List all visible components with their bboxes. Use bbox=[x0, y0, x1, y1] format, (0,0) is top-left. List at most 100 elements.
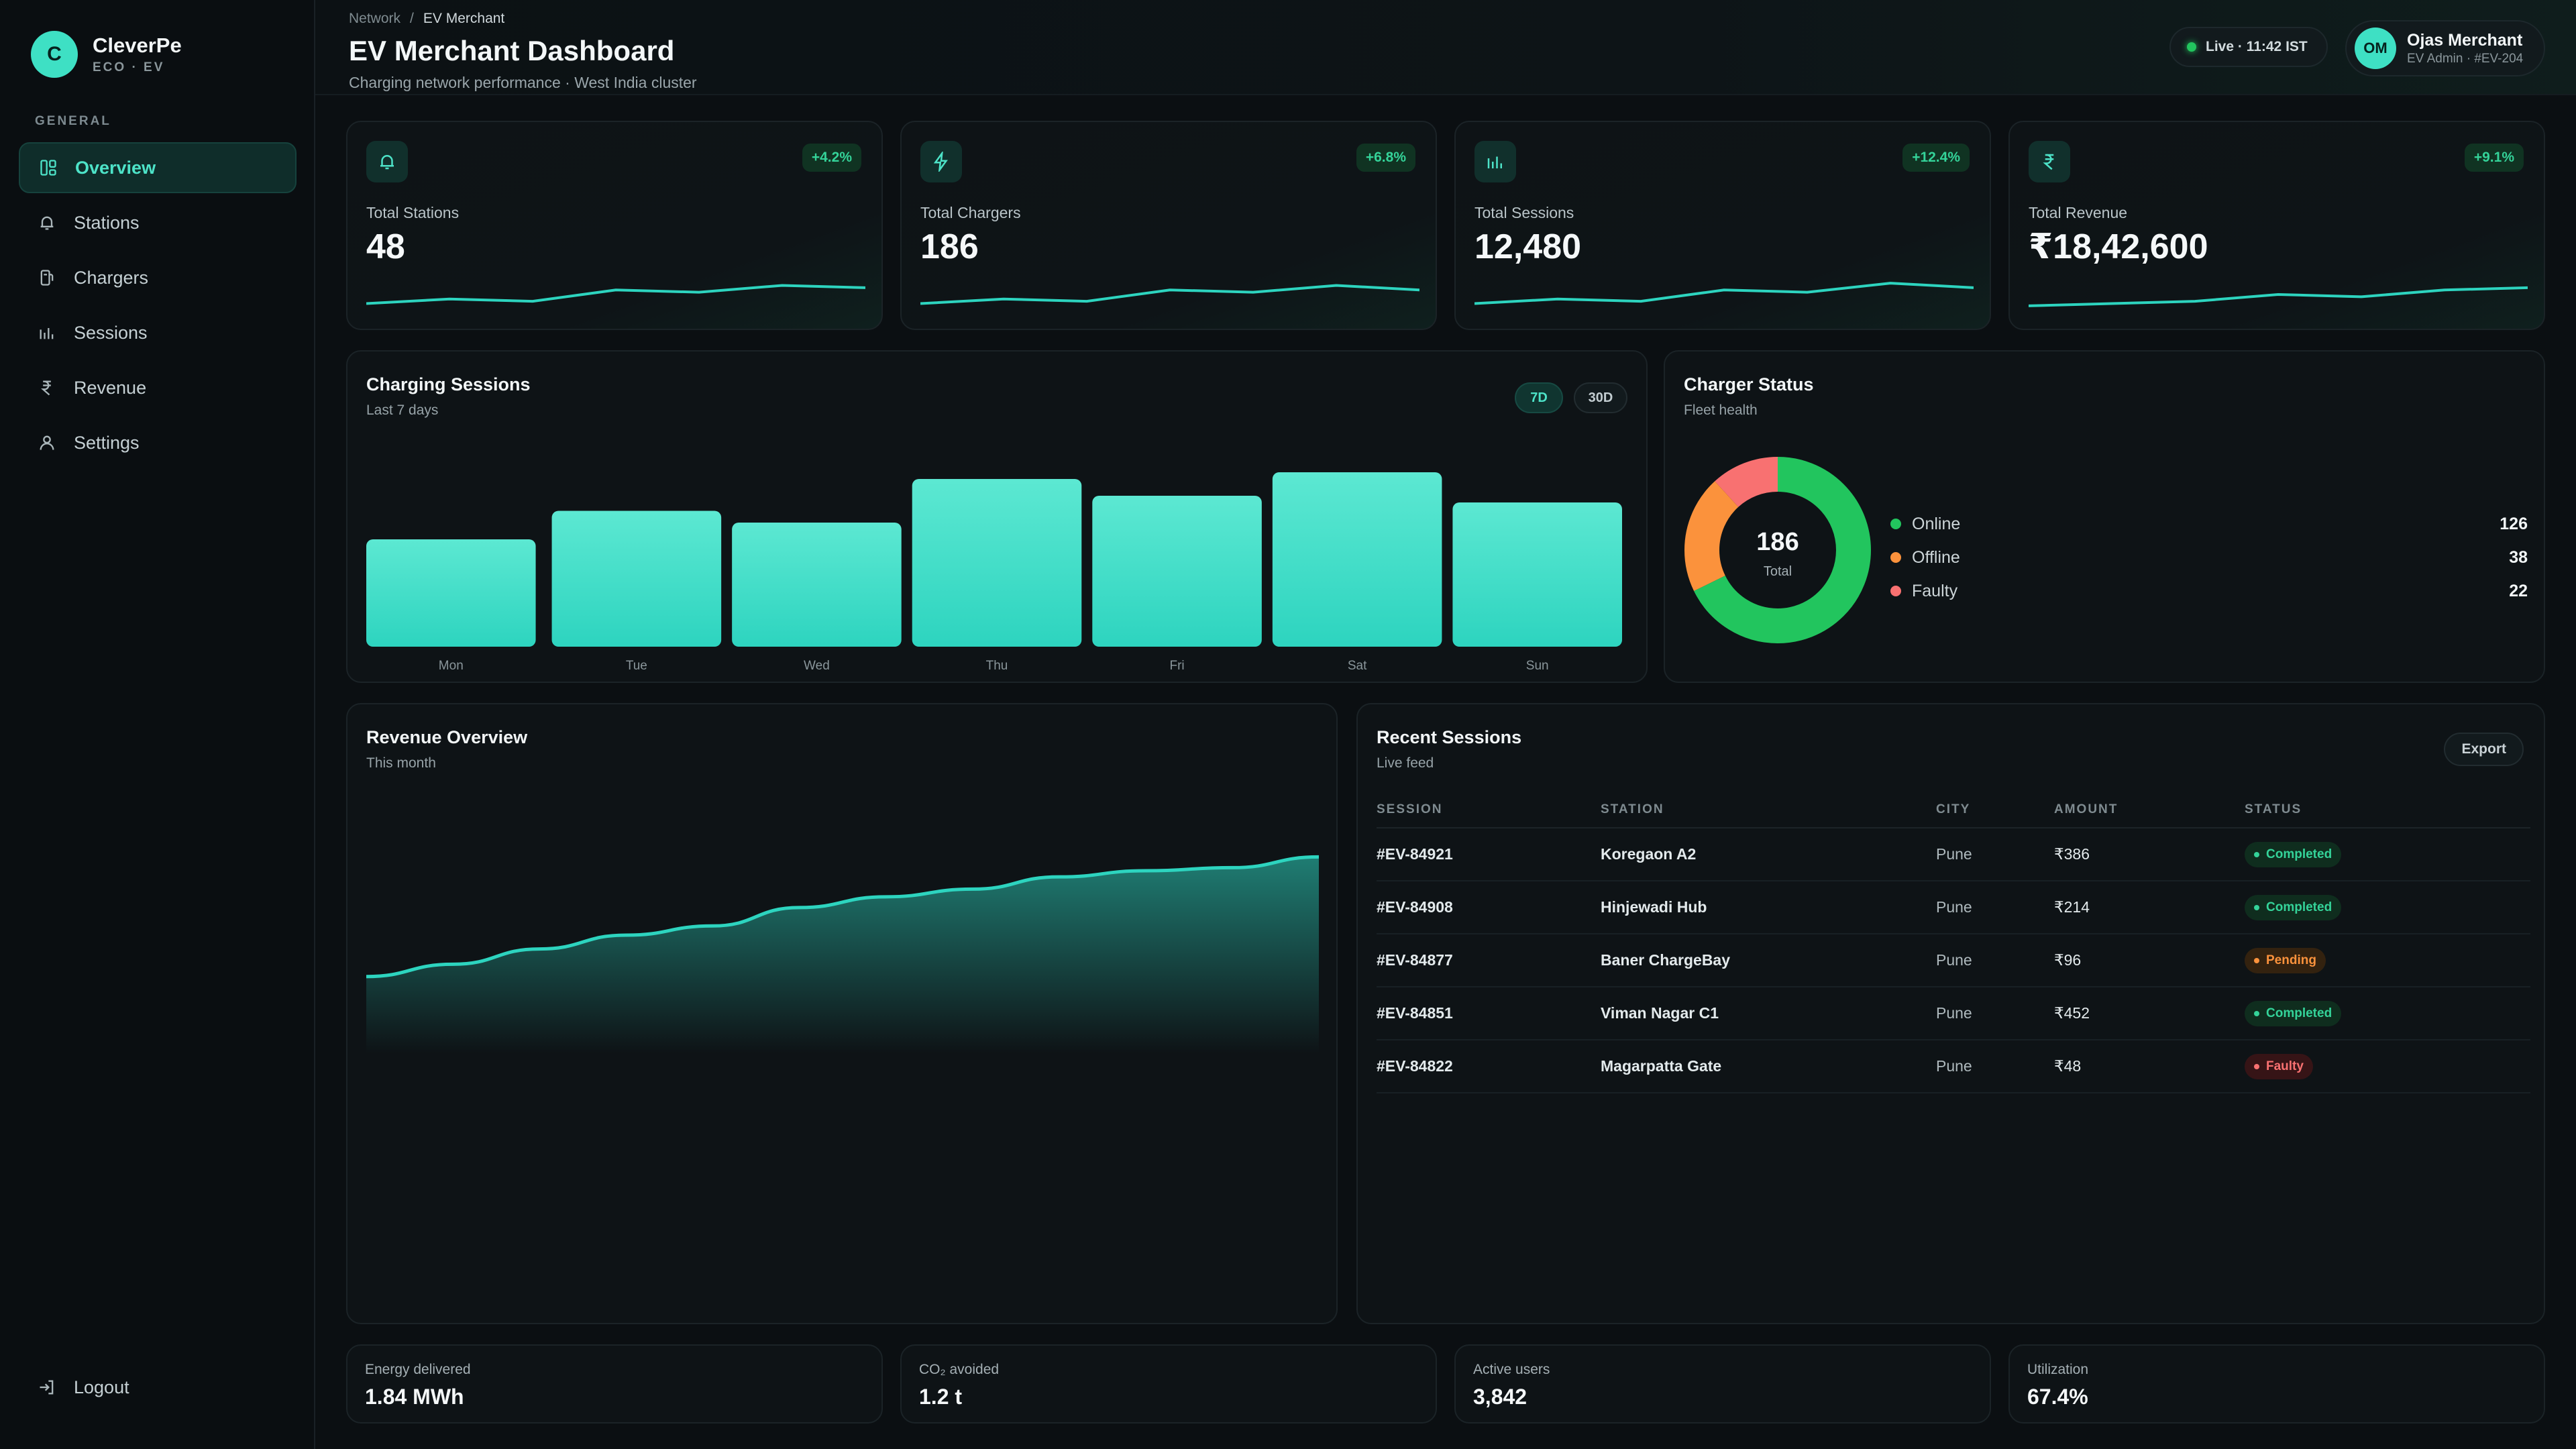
bar-mon[interactable] bbox=[366, 539, 536, 647]
kpi-value: ₹18,42,600 bbox=[2029, 227, 2208, 266]
kpi-card-stations[interactable]: +4.2% Total Stations 48 bbox=[346, 121, 883, 330]
station-name: Viman Nagar C1 bbox=[1601, 987, 1936, 1040]
brand-logo: C bbox=[31, 31, 78, 78]
donut-total-label: Total bbox=[1764, 564, 1792, 579]
bar-tue[interactable] bbox=[551, 511, 722, 647]
kpi-card-chargers[interactable]: +6.8% Total Chargers 186 bbox=[900, 121, 1437, 330]
nav-section-label: GENERAL bbox=[35, 114, 111, 128]
sidebar-item-chargers[interactable]: Chargers bbox=[19, 252, 297, 303]
kpi-change-badge: +6.8% bbox=[1356, 144, 1415, 172]
bar-sat[interactable] bbox=[1272, 472, 1442, 647]
revenue-line bbox=[366, 855, 1319, 979]
session-id: #EV-84877 bbox=[1377, 934, 1601, 987]
bar-fri[interactable] bbox=[1092, 496, 1262, 647]
status-badge: Completed bbox=[2245, 894, 2342, 920]
status-label: Completed bbox=[2266, 847, 2332, 861]
column-header-session[interactable]: SESSION bbox=[1377, 792, 1601, 828]
amount: ₹48 bbox=[2054, 1040, 2245, 1093]
table-row[interactable]: #EV-84908 Hinjewadi Hub Pune ₹214 Comple… bbox=[1377, 881, 2530, 934]
column-header-amount[interactable]: AMOUNT bbox=[2054, 792, 2245, 828]
session-id: #EV-84908 bbox=[1377, 881, 1601, 934]
charging-sessions-card: Charging Sessions Last 7 days 7D 30D Mon… bbox=[346, 350, 1648, 683]
stat-value: 3,842 bbox=[1473, 1385, 1527, 1409]
sparkline-path bbox=[366, 284, 865, 305]
card-title: Revenue Overview bbox=[366, 727, 528, 747]
station-name: Magarpatta Gate bbox=[1601, 1040, 1936, 1093]
status-badge: Faulty bbox=[2245, 1053, 2313, 1079]
avatar: OM bbox=[2355, 28, 2396, 69]
card-subtitle: Live feed bbox=[1377, 755, 1434, 771]
breadcrumb-item-network[interactable]: Network bbox=[349, 11, 401, 26]
sessions-bar-chart: Mon Tue Wed Thu Fri Sat Sun bbox=[366, 472, 1622, 673]
kpi-sparkline bbox=[366, 284, 865, 305]
kpi-change-badge: +12.4% bbox=[1902, 144, 1970, 172]
legend-item-faulty: Faulty 22 bbox=[1890, 574, 2528, 608]
donut-slice-offline[interactable] bbox=[1684, 457, 1871, 643]
sidebar-item-overview[interactable]: Overview bbox=[19, 142, 297, 193]
logout-button[interactable]: Logout bbox=[36, 1377, 129, 1398]
legend-item-online: Online 126 bbox=[1890, 507, 2528, 541]
user-menu[interactable]: OM Ojas Merchant EV Admin · #EV-204 bbox=[2345, 20, 2545, 76]
range-7d-button[interactable]: 7D bbox=[1515, 382, 1563, 413]
bar-thu[interactable] bbox=[912, 479, 1082, 647]
sidebar-item-revenue[interactable]: Revenue bbox=[19, 362, 297, 413]
stat-value: 1.84 MWh bbox=[365, 1385, 464, 1409]
status-badge: Completed bbox=[2245, 841, 2342, 867]
card-subtitle: Last 7 days bbox=[366, 402, 439, 418]
bar-wed[interactable] bbox=[732, 523, 902, 647]
sidebar-item-stations[interactable]: Stations bbox=[19, 197, 297, 248]
stat-card-co2: CO₂ avoided 1.2 t bbox=[900, 1344, 1437, 1424]
brand[interactable]: C CleverPe ECO · EV bbox=[31, 31, 182, 78]
kpi-value: 12,480 bbox=[1474, 227, 1582, 266]
amount: ₹214 bbox=[2054, 881, 2245, 934]
status-label: Pending bbox=[2266, 953, 2316, 967]
breadcrumb-item-current: EV Merchant bbox=[423, 11, 505, 26]
legend-label: Offline bbox=[1912, 547, 1960, 567]
sidebar-item-sessions[interactable]: Sessions bbox=[19, 307, 297, 358]
kpi-change-badge: +9.1% bbox=[2464, 144, 2524, 172]
kpi-sparkline bbox=[1474, 282, 1974, 305]
donut-slice-online[interactable] bbox=[1684, 457, 1871, 643]
stat-value: 1.2 t bbox=[919, 1385, 963, 1409]
page-title: EV Merchant Dashboard bbox=[349, 35, 675, 66]
dashboard-icon bbox=[38, 157, 59, 178]
rupee-icon bbox=[36, 377, 58, 398]
column-header-status[interactable]: STATUS bbox=[2245, 792, 2530, 828]
export-button[interactable]: Export bbox=[2444, 733, 2524, 766]
table-row[interactable]: #EV-84851 Viman Nagar C1 Pune ₹452 Compl… bbox=[1377, 987, 2530, 1040]
amount: ₹96 bbox=[2054, 934, 2245, 987]
city: Pune bbox=[1936, 881, 2054, 934]
kpi-card-sessions[interactable]: +12.4% Total Sessions 12,480 bbox=[1454, 121, 1991, 330]
city: Pune bbox=[1936, 987, 2054, 1040]
table-row[interactable]: #EV-84921 Koregaon A2 Pune ₹386 Complete… bbox=[1377, 828, 2530, 881]
sidebar: C CleverPe ECO · EV GENERAL Overview Sta… bbox=[0, 0, 315, 1449]
page-subtitle: Charging network performance · West Indi… bbox=[349, 74, 697, 91]
kpi-card-revenue[interactable]: +9.1% Total Revenue ₹18,42,600 bbox=[2008, 121, 2545, 330]
card-title: Charging Sessions bbox=[366, 374, 531, 394]
column-header-city[interactable]: CITY bbox=[1936, 792, 2054, 828]
stat-value: 67.4% bbox=[2027, 1385, 2088, 1409]
range-30d-button[interactable]: 30D bbox=[1574, 382, 1627, 413]
table-row[interactable]: #EV-84877 Baner ChargeBay Pune ₹96 Pendi… bbox=[1377, 934, 2530, 987]
x-tick-label: Fri bbox=[1169, 659, 1184, 673]
stat-label: CO₂ avoided bbox=[919, 1362, 1000, 1377]
legend-item-offline: Offline 38 bbox=[1890, 541, 2528, 574]
bar-sun[interactable] bbox=[1452, 502, 1622, 647]
x-tick-label: Sun bbox=[1526, 659, 1549, 673]
city: Pune bbox=[1936, 934, 2054, 987]
sidebar-item-label: Settings bbox=[74, 432, 140, 453]
amount: ₹386 bbox=[2054, 828, 2245, 881]
sidebar-item-settings[interactable]: Settings bbox=[19, 417, 297, 468]
faulty-dot-icon bbox=[1890, 586, 1901, 596]
table-row[interactable]: #EV-84822 Magarpatta Gate Pune ₹48 Fault… bbox=[1377, 1040, 2530, 1093]
sidebar-item-label: Revenue bbox=[74, 377, 147, 398]
breadcrumb-separator: / bbox=[410, 11, 414, 26]
x-tick-label: Wed bbox=[804, 659, 830, 673]
station-name: Hinjewadi Hub bbox=[1601, 881, 1936, 934]
revenue-overview-card: Revenue Overview This month bbox=[346, 703, 1338, 1324]
column-header-station[interactable]: STATION bbox=[1601, 792, 1936, 828]
revenue-area-fill bbox=[366, 857, 1319, 1053]
revenue-area-chart bbox=[366, 855, 1319, 1053]
bar-chart-icon bbox=[36, 322, 58, 343]
bell-icon bbox=[366, 141, 408, 182]
